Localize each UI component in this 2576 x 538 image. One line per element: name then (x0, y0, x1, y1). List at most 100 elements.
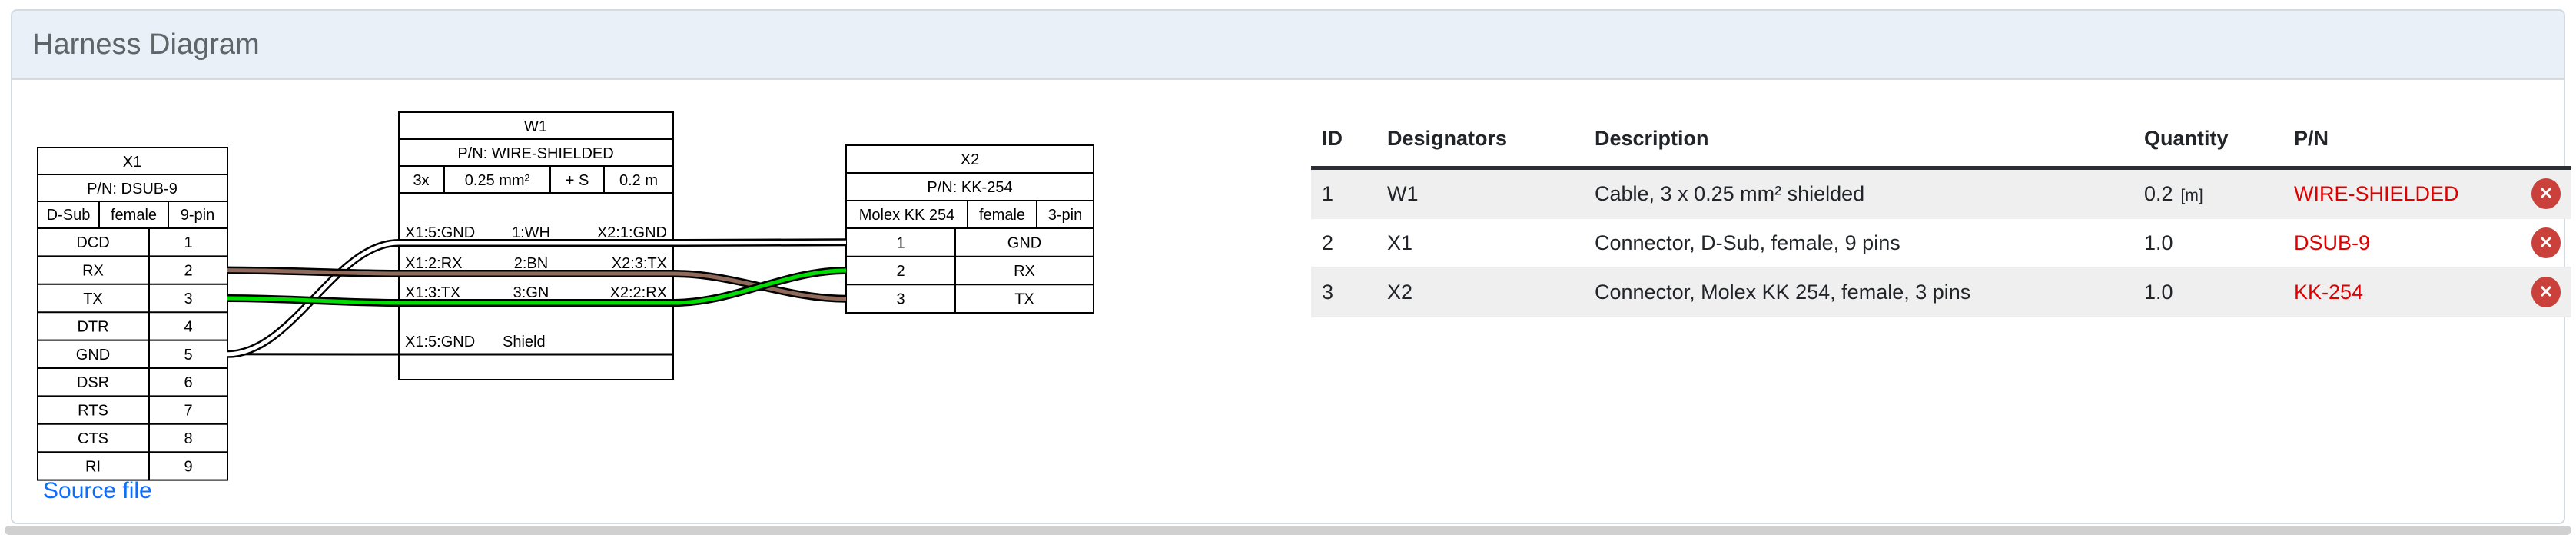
col-actions (2506, 111, 2571, 170)
x1-pin-name: GND (76, 347, 110, 364)
x2-pin-num: 2 (896, 263, 905, 280)
x1-pin-num: 3 (184, 291, 192, 307)
x2-pin-name: RX (1014, 263, 1035, 280)
x1-pin-num: 7 (184, 403, 192, 420)
bom-table: ID Designators Description Quantity P/N … (1311, 111, 2571, 317)
bom-id: 2 (1311, 218, 1376, 268)
table-row: 3 X2 Connector, Molex KK 254, female, 3 … (1311, 267, 2571, 317)
x1-title: X1 (123, 154, 141, 171)
bom-actions: ✕ (2506, 218, 2571, 268)
col-quantity: Quantity (2133, 111, 2283, 170)
x1-pin-num: 8 (184, 430, 192, 447)
x1-pin-name: RTS (78, 403, 108, 420)
bom-actions: ✕ (2506, 267, 2571, 317)
wire-label-from: X1:5:GND (405, 224, 475, 241)
bom-id: 3 (1311, 267, 1376, 317)
x2-pincount: 3-pin (1048, 207, 1082, 224)
w1-count: 3x (413, 172, 429, 189)
x1-pin-name: RI (85, 458, 101, 475)
w1-shield-flag: + S (566, 172, 589, 189)
bom-id: 1 (1311, 168, 1376, 219)
w1-pn: P/N: WIRE-SHIELDED (457, 145, 613, 162)
wire-label-to: X2:2:RX (610, 284, 667, 301)
wires (227, 238, 847, 358)
x2-title: X2 (961, 151, 979, 168)
x1-pin-name: DTR (77, 318, 108, 335)
x1-pin-num: 2 (184, 263, 192, 280)
x2-pin-name: TX (1014, 291, 1034, 308)
wire-label-to: X2:3:TX (612, 255, 667, 272)
harness-diagram: X1 P/N: DSUB-9 D-Sub female 9-pin DCD 1 … (35, 107, 1127, 510)
x1-pin-name: CTS (78, 430, 108, 447)
x2-pin-name: GND (1007, 235, 1041, 252)
delete-row-button[interactable]: ✕ (2531, 277, 2561, 307)
wire-label: 3:GN (513, 284, 549, 301)
source-file-link[interactable]: Source file (43, 478, 152, 503)
horizontal-scrollbar[interactable] (5, 526, 2571, 535)
x2-pin-num: 1 (896, 235, 905, 252)
x1-pin-name: RX (82, 263, 104, 280)
quantity-value: 0.2 (2144, 181, 2173, 205)
x2-type: Molex KK 254 (859, 207, 955, 224)
wire-label-from: X1:3:TX (405, 284, 460, 301)
harness-diagram-svg: X1 P/N: DSUB-9 D-Sub female 9-pin DCD 1 … (37, 111, 1094, 481)
bom-designators: X2 (1376, 267, 1584, 317)
harness-card: Harness Diagram X1 (11, 9, 2571, 524)
x-circle-icon: ✕ (2538, 282, 2554, 301)
bom-pn: DSUB-9 (2283, 218, 2506, 268)
table-row: 2 X1 Connector, D-Sub, female, 9 pins 1.… (1311, 218, 2571, 268)
col-designators: Designators (1376, 111, 1584, 170)
wire-bn (227, 268, 847, 301)
shield-label: Shield (503, 334, 546, 350)
table-row: 1 W1 Cable, 3 x 0.25 mm² shielded 0.2 [m]… (1311, 168, 2571, 219)
col-id: ID (1311, 111, 1376, 170)
col-pn: P/N (2283, 111, 2506, 170)
bom-quantity: 1.0 (2133, 267, 2283, 317)
x1-type: D-Sub (47, 207, 91, 224)
wire-label: 2:BN (514, 255, 548, 272)
wire-label-to: X2:1:GND (597, 224, 667, 241)
x1-pincount: 9-pin (181, 207, 214, 224)
x1-pn: P/N: DSUB-9 (87, 181, 178, 198)
quantity-value: 1.0 (2144, 231, 2173, 254)
bom-description: Connector, D-Sub, female, 9 pins (1584, 218, 2133, 268)
x1-pin-num: 9 (184, 458, 192, 475)
bom-pn: WIRE-SHIELDED (2283, 168, 2506, 219)
bom-quantity: 0.2 [m] (2133, 168, 2283, 219)
delete-row-button[interactable]: ✕ (2531, 227, 2561, 258)
wire-label-from: X1:2:RX (405, 255, 462, 272)
quantity-unit: [m] (2180, 186, 2203, 204)
bom-actions: ✕ (2506, 168, 2571, 219)
connector-x2-table: X2 P/N: KK-254 Molex KK 254 female 3-pin… (845, 144, 1094, 314)
x1-pin-num: 6 (184, 374, 192, 391)
connector-x1-table: X1 P/N: DSUB-9 D-Sub female 9-pin DCD 1 … (37, 147, 228, 481)
x1-pin-num: 4 (184, 318, 192, 335)
w1-title: W1 (524, 118, 547, 135)
page-title: Harness Diagram (32, 28, 260, 61)
x1-pin-num: 1 (184, 234, 192, 251)
x-circle-icon: ✕ (2538, 233, 2554, 252)
wire-gn (227, 268, 847, 305)
x2-pin-num: 3 (896, 291, 905, 308)
x1-pin-num: 5 (184, 347, 192, 364)
bom-designators: W1 (1376, 168, 1584, 219)
w1-length: 0.2 m (619, 172, 658, 189)
delete-row-button[interactable]: ✕ (2531, 178, 2561, 209)
card-header: Harness Diagram (12, 11, 2564, 80)
x1-gender: female (111, 207, 157, 224)
quantity-value: 1.0 (2144, 280, 2173, 304)
wire-label: 1:WH (512, 224, 550, 241)
bom-header-row: ID Designators Description Quantity P/N (1311, 111, 2571, 170)
x1-pin-name: DCD (76, 234, 109, 251)
wire-wh (227, 240, 847, 357)
bom-designators: X1 (1376, 218, 1584, 268)
bom-description: Cable, 3 x 0.25 mm² shielded (1584, 168, 2133, 219)
x2-gender: female (979, 207, 1025, 224)
x1-pin-name: TX (83, 291, 103, 307)
x1-pin-name: DSR (77, 374, 109, 391)
shield-label-from: X1:5:GND (405, 334, 475, 350)
bom-quantity: 1.0 (2133, 218, 2283, 268)
bom-description: Connector, Molex KK 254, female, 3 pins (1584, 267, 2133, 317)
col-description: Description (1584, 111, 2133, 170)
x-circle-icon: ✕ (2538, 184, 2554, 203)
